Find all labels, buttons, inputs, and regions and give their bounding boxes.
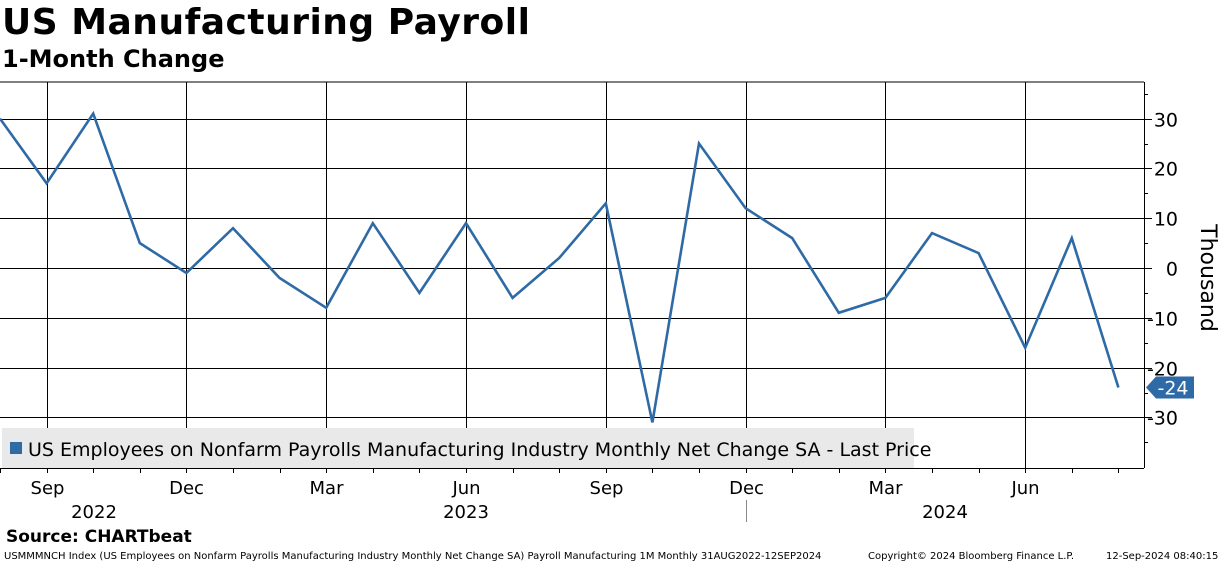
footer-timestamp: 12-Sep-2024 08:40:15 (1106, 551, 1219, 562)
last-value-label: -24 (1157, 378, 1188, 400)
series-line (0, 110, 1120, 423)
legend-box (2, 428, 914, 468)
y-tick-label: 10 (1154, 209, 1178, 231)
footer-copyright: Copyright© 2024 Bloomberg Finance L.P. (868, 551, 1075, 562)
chart-title: US Manufacturing Payroll (2, 2, 531, 43)
chart-subtitle: 1-Month Change (2, 45, 225, 73)
x-year-label: 2024 (922, 502, 968, 523)
y-tick-label: 0 (1166, 259, 1178, 281)
last-value-tag (1146, 376, 1194, 399)
x-tick-label: Mar (310, 478, 345, 499)
y-tick-label: 20 (1154, 159, 1178, 181)
x-tick-label: Jun (451, 478, 480, 499)
legend-swatch (10, 442, 22, 454)
x-tick-label: Jun (1010, 478, 1039, 499)
footer-description: USMMMNCH Index (US Employees on Nonfarm … (4, 551, 822, 562)
legend-label: US Employees on Nonfarm Payrolls Manufac… (28, 439, 931, 461)
source-note: Source: CHARTbeat (6, 527, 192, 547)
y-tick-label: -10 (1147, 309, 1178, 331)
y-tick-label: -20 (1147, 359, 1178, 381)
x-tick-label: Sep (31, 478, 65, 499)
y-tick-label: -30 (1147, 408, 1178, 430)
x-tick-label: Dec (169, 478, 204, 499)
x-tick-label: Sep (590, 478, 624, 499)
y-axis-label: Thousand (1195, 223, 1220, 332)
x-year-label: 2022 (71, 502, 117, 523)
x-year-label: 2023 (443, 502, 489, 523)
x-tick-label: Dec (729, 478, 764, 499)
x-tick-label: Mar (869, 478, 904, 499)
y-tick-label: 30 (1154, 110, 1178, 132)
